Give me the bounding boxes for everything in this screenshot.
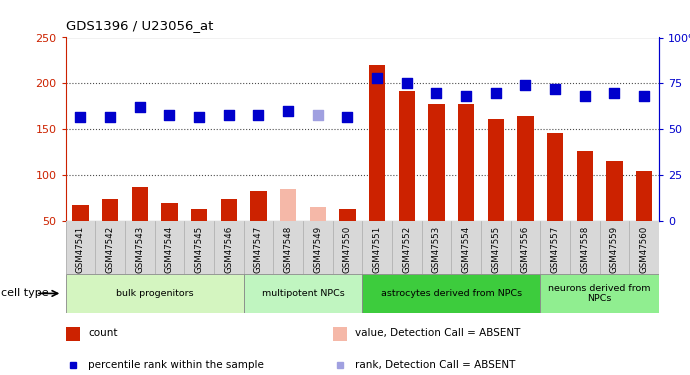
Text: GSM47547: GSM47547 (254, 225, 263, 273)
Bar (369, 65, 385, 221)
Point (283, 108, 294, 114)
Bar (161, 203, 177, 221)
Bar (540, 274, 659, 313)
Text: GSM47544: GSM47544 (165, 225, 174, 273)
Point (224, 112, 235, 118)
Point (134, 104, 145, 110)
Point (253, 112, 264, 118)
Bar (72, 205, 88, 221)
Bar (310, 207, 326, 221)
Bar (488, 119, 504, 221)
Point (549, 86, 560, 92)
Point (75, 114, 86, 120)
Bar (428, 104, 444, 221)
Bar (221, 199, 237, 221)
Point (402, 81, 413, 87)
Point (312, 112, 323, 118)
Text: GSM47550: GSM47550 (343, 225, 352, 273)
Point (342, 114, 353, 120)
Bar (66, 274, 244, 313)
Bar (250, 191, 266, 221)
Point (193, 114, 204, 120)
Bar (547, 133, 563, 221)
Bar (244, 274, 362, 313)
Text: GSM47546: GSM47546 (224, 225, 233, 273)
Text: GSM47552: GSM47552 (402, 225, 411, 273)
Text: rank, Detection Call = ABSENT: rank, Detection Call = ABSENT (355, 360, 515, 370)
Point (609, 90, 620, 96)
Bar (339, 209, 355, 221)
Text: GSM47542: GSM47542 (106, 225, 115, 273)
Bar (362, 274, 540, 313)
Text: GDS1396 / U23056_at: GDS1396 / U23056_at (66, 19, 213, 32)
Text: cell type: cell type (1, 288, 52, 298)
Text: astrocytes derived from NPCs: astrocytes derived from NPCs (381, 289, 522, 298)
Bar (102, 199, 118, 221)
Point (490, 90, 501, 96)
Bar (399, 91, 415, 221)
Bar (636, 171, 652, 221)
Text: GSM47560: GSM47560 (640, 225, 649, 273)
Text: GSM47557: GSM47557 (551, 225, 560, 273)
Point (105, 114, 116, 120)
Text: count: count (88, 328, 117, 338)
Text: GSM47556: GSM47556 (521, 225, 530, 273)
Bar (458, 104, 474, 221)
Text: percentile rank within the sample: percentile rank within the sample (88, 360, 264, 370)
Point (372, 75, 383, 81)
Text: value, Detection Call = ABSENT: value, Detection Call = ABSENT (355, 328, 520, 338)
Text: GSM47541: GSM47541 (76, 225, 85, 273)
Text: GSM47555: GSM47555 (491, 225, 500, 273)
Bar (607, 160, 622, 221)
Bar (132, 187, 148, 221)
Bar (518, 116, 533, 221)
Text: GSM47545: GSM47545 (195, 225, 204, 273)
Text: GSM47551: GSM47551 (373, 225, 382, 273)
Text: GSM47559: GSM47559 (610, 225, 619, 273)
Text: GSM47548: GSM47548 (284, 225, 293, 273)
Bar (280, 189, 296, 221)
Point (639, 93, 650, 99)
Point (580, 93, 591, 99)
Point (461, 93, 472, 99)
Text: GSM47543: GSM47543 (135, 225, 144, 273)
Text: GSM47558: GSM47558 (580, 225, 589, 273)
Bar (577, 152, 593, 221)
Text: GSM47554: GSM47554 (462, 225, 471, 273)
Bar (191, 209, 207, 221)
Point (520, 82, 531, 88)
Bar (333, 327, 348, 341)
Point (164, 112, 175, 118)
Bar (66, 327, 80, 341)
Point (431, 90, 442, 96)
Text: neurons derived from
NPCs: neurons derived from NPCs (549, 284, 651, 303)
Text: GSM47553: GSM47553 (432, 225, 441, 273)
Text: multipotent NPCs: multipotent NPCs (262, 289, 344, 298)
Text: bulk progenitors: bulk progenitors (116, 289, 193, 298)
Text: GSM47549: GSM47549 (313, 225, 322, 273)
